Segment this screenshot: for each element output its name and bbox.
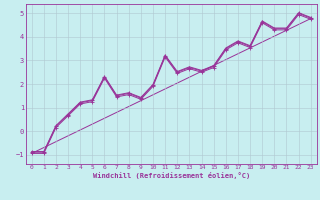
X-axis label: Windchill (Refroidissement éolien,°C): Windchill (Refroidissement éolien,°C) <box>92 172 250 179</box>
